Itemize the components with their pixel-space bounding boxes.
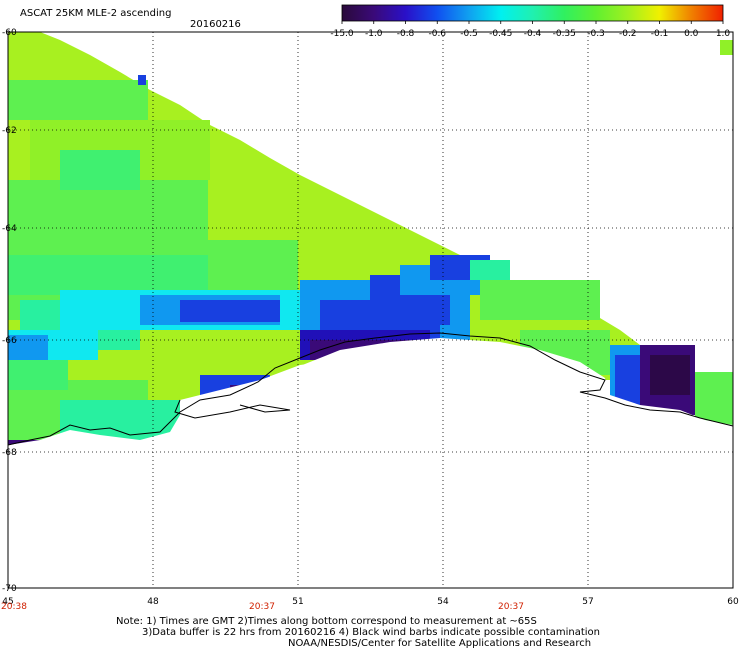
colorbar-label: -0.35 xyxy=(553,29,576,39)
colorbar: -15.0 -1.0 -0.8 -0.6 -0.5 -0.45 -0.4 -0.35 -0.3 -… xyxy=(330,4,731,39)
y-tick-label: -60 xyxy=(2,28,17,38)
colorbar-label: -0.8 xyxy=(397,29,415,39)
wind-cell xyxy=(8,255,208,295)
colorbar-label: -0.4 xyxy=(524,29,542,39)
wind-cell xyxy=(615,355,640,405)
map-plot: 45 48 51 54 57 60 -60 -62 -64 -66 -68 -70 20:38 20:37… xyxy=(1,28,739,612)
date-label: 20160216 xyxy=(190,19,241,30)
wind-cell xyxy=(180,300,280,322)
antarctica-land xyxy=(8,338,733,588)
y-tick-label: -66 xyxy=(2,336,17,346)
wind-cell xyxy=(138,75,146,85)
time-label: 20:38 xyxy=(1,602,27,612)
x-tick-label: 45 xyxy=(2,597,13,607)
wind-cell xyxy=(8,335,48,360)
colorbar-label: -0.6 xyxy=(428,29,446,39)
wind-cell xyxy=(650,355,690,395)
time-label: 20:37 xyxy=(498,602,524,612)
colorbar-label: -0.2 xyxy=(619,29,637,39)
colorbar-label: 1.0 xyxy=(716,29,731,39)
colorbar-label: -0.45 xyxy=(489,29,512,39)
note-line-3: NOAA/NESDIS/Center for Satellite Applica… xyxy=(288,638,592,649)
colorbar-label: -15.0 xyxy=(330,29,354,39)
time-label: 20:37 xyxy=(249,602,275,612)
wind-cell xyxy=(720,40,733,55)
wind-cell xyxy=(480,280,600,320)
page-title: ASCAT 25KM MLE-2 ascending xyxy=(20,8,172,19)
coastline-bay xyxy=(174,399,291,419)
colorbar-label: -0.1 xyxy=(651,29,669,39)
x-tick-label: 48 xyxy=(147,597,159,607)
coastline xyxy=(7,332,734,446)
y-tick-label: -70 xyxy=(2,584,17,594)
x-tick-label: 57 xyxy=(582,597,593,607)
note-line-2: 3)Data buffer is 22 hrs from 20160216 4)… xyxy=(142,627,600,638)
y-tick-label: -62 xyxy=(2,126,17,136)
colorbar-label: 0.0 xyxy=(684,29,699,39)
wind-cell xyxy=(470,260,510,280)
wind-cell xyxy=(8,80,148,120)
x-tick-label: 51 xyxy=(292,597,303,607)
x-tick-label: 54 xyxy=(437,597,449,607)
y-tick-label: -64 xyxy=(2,224,17,234)
colorbar-label: -0.3 xyxy=(587,29,605,39)
wind-cell xyxy=(60,150,140,190)
note-line-1: Note: 1) Times are GMT 2)Times along bot… xyxy=(116,616,537,627)
colorbar-label: -1.0 xyxy=(365,29,383,39)
y-tick-label: -68 xyxy=(2,448,17,458)
colorbar-label: -0.5 xyxy=(460,29,478,39)
x-tick-label: 60 xyxy=(727,597,739,607)
plot-frame xyxy=(7,31,734,589)
wind-cell xyxy=(8,360,68,390)
